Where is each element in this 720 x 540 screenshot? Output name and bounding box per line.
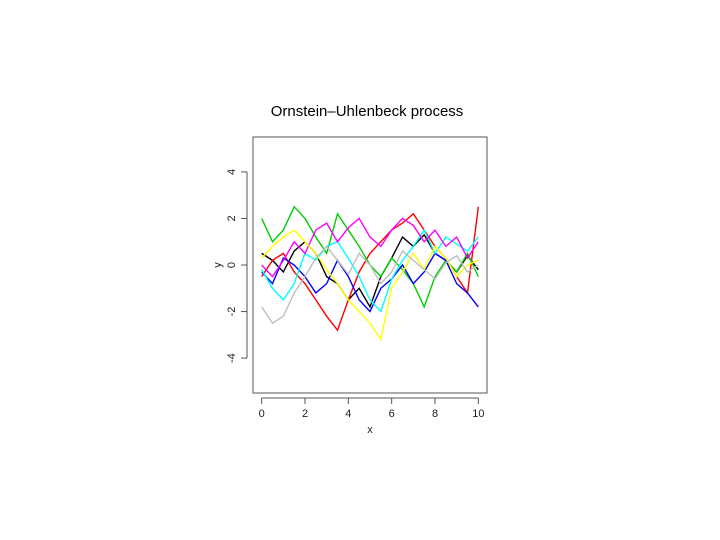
x-tick-label: 0	[259, 408, 265, 420]
y-tick-label: 2	[226, 215, 238, 221]
x-tick-label: 2	[302, 408, 308, 420]
y-tick-label: -4	[226, 353, 238, 363]
series-line	[261, 245, 479, 325]
x-tick-label: 10	[472, 408, 484, 420]
x-tick-label: 4	[345, 408, 351, 420]
y-tick-label: 4	[226, 169, 238, 175]
series-line	[261, 228, 479, 313]
y-axis-label: y	[212, 262, 224, 268]
y-tick-label: -2	[226, 307, 238, 317]
plot-frame	[252, 136, 488, 394]
chart-title: Ornstein–Uhlenbeck process	[271, 103, 464, 120]
x-tick-label: 6	[389, 408, 395, 420]
x-axis-label: x	[367, 424, 373, 436]
series-line	[261, 252, 479, 313]
x-tick-label: 8	[432, 408, 438, 420]
y-tick-label: 0	[226, 262, 238, 268]
series-line	[261, 229, 479, 342]
series-line	[261, 217, 479, 278]
